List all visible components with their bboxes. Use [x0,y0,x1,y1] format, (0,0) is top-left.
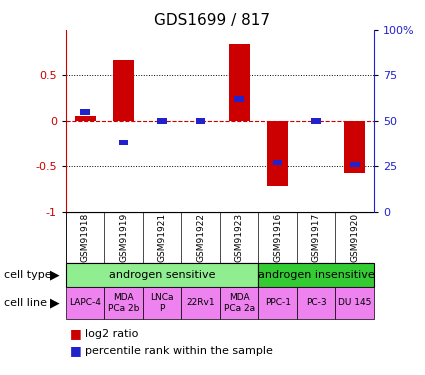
Bar [312,118,321,124]
Text: PPC-1: PPC-1 [265,298,291,307]
Bar [258,287,297,319]
Text: GSM91923: GSM91923 [235,213,244,262]
Bar [297,287,335,319]
Bar [119,140,128,146]
Bar [105,287,143,319]
Text: ▶: ▶ [51,268,60,281]
Bar [273,160,283,165]
Text: MDA
PCa 2b: MDA PCa 2b [108,293,139,312]
Bar [335,287,374,319]
Text: GSM91916: GSM91916 [273,213,282,262]
Text: LAPC-4: LAPC-4 [69,298,101,307]
Text: GDS1699 / 817: GDS1699 / 817 [155,13,270,28]
Text: log2 ratio: log2 ratio [85,329,139,339]
Text: GSM91921: GSM91921 [158,213,167,262]
Bar [157,118,167,124]
Bar [350,162,360,167]
Bar [80,109,90,115]
Text: percentile rank within the sample: percentile rank within the sample [85,346,273,355]
Text: cell line: cell line [4,298,47,308]
Bar [235,96,244,102]
Bar [181,287,220,319]
Bar [66,262,258,287]
Bar [74,116,96,121]
Bar [196,118,205,124]
Bar [66,287,105,319]
Text: ■: ■ [70,327,82,340]
Text: DU 145: DU 145 [338,298,371,307]
Bar [258,262,374,287]
Text: ▶: ▶ [51,296,60,309]
Bar [344,121,366,173]
Bar [267,121,288,186]
Text: GSM91918: GSM91918 [81,213,90,262]
Bar [220,287,258,319]
Text: ■: ■ [70,344,82,357]
Text: MDA
PCa 2a: MDA PCa 2a [224,293,255,312]
Text: GSM91922: GSM91922 [196,213,205,262]
Text: GSM91919: GSM91919 [119,213,128,262]
Bar [229,44,250,121]
Text: GSM91917: GSM91917 [312,213,321,262]
Text: androgen insensitive: androgen insensitive [258,270,374,280]
Text: PC-3: PC-3 [306,298,326,307]
Text: androgen sensitive: androgen sensitive [109,270,215,280]
Bar [113,60,134,121]
Bar [143,287,181,319]
Text: LNCa
P: LNCa P [150,293,174,312]
Text: GSM91920: GSM91920 [350,213,359,262]
Text: 22Rv1: 22Rv1 [187,298,215,307]
Text: cell type: cell type [4,270,52,280]
